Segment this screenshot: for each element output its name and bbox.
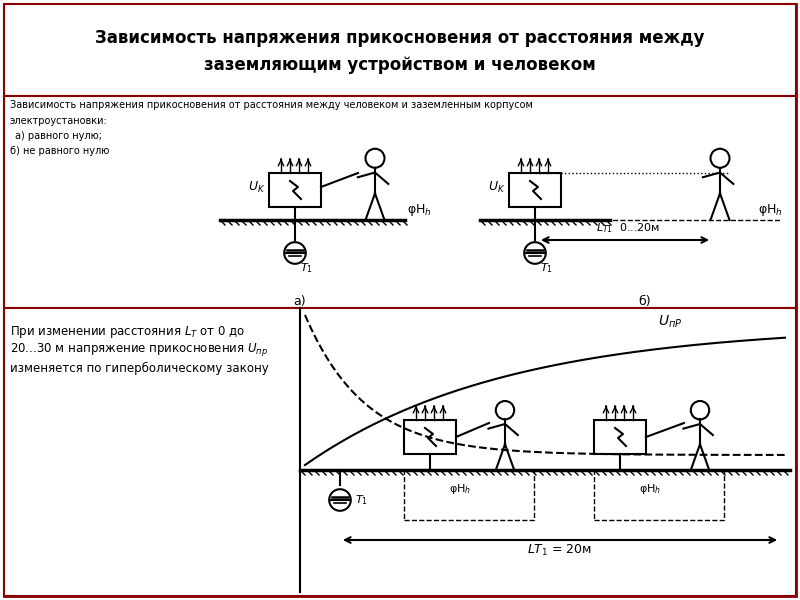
Text: Зависимость напряжения прикосновения от расстояния между: Зависимость напряжения прикосновения от … xyxy=(95,29,705,47)
Bar xyxy=(594,470,724,520)
Text: $U_K$: $U_K$ xyxy=(247,179,265,194)
Bar xyxy=(404,470,534,520)
Text: $U_K$: $U_K$ xyxy=(487,179,505,194)
Text: Зависимость напряжения прикосновения от расстояния между человеком и заземленным: Зависимость напряжения прикосновения от … xyxy=(10,100,533,110)
Bar xyxy=(509,173,561,207)
Text: электроустановки:: электроустановки: xyxy=(10,116,108,126)
Text: φH$_h$: φH$_h$ xyxy=(407,202,432,218)
Text: изменяется по гиперболическому закону: изменяется по гиперболическому закону xyxy=(10,361,269,374)
Bar xyxy=(4,308,796,596)
Text: $T_1$: $T_1$ xyxy=(300,261,313,275)
Text: $U_{пР}$: $U_{пР}$ xyxy=(658,314,682,330)
Text: заземляющим устройством и человеком: заземляющим устройством и человеком xyxy=(204,56,596,74)
Bar xyxy=(4,96,796,308)
Bar xyxy=(269,173,321,207)
Bar xyxy=(4,4,796,96)
Bar xyxy=(404,420,456,454)
Bar xyxy=(594,420,646,454)
Text: б): б) xyxy=(638,295,651,308)
Text: 20...30 м напряжение прикосновения $U_{пр}$: 20...30 м напряжение прикосновения $U_{п… xyxy=(10,341,268,358)
Text: а) равного нулю;: а) равного нулю; xyxy=(15,131,102,141)
Text: При изменении расстояния $L_T$ от 0 до: При изменении расстояния $L_T$ от 0 до xyxy=(10,324,246,340)
Text: $LT_1$ = 20м: $LT_1$ = 20м xyxy=(527,542,593,557)
Text: $L_{T1}$  0...20м: $L_{T1}$ 0...20м xyxy=(595,221,659,235)
Text: φH$_h$: φH$_h$ xyxy=(639,482,661,496)
Text: б) не равного нулю: б) не равного нулю xyxy=(10,146,110,156)
Text: φH$_h$: φH$_h$ xyxy=(449,482,471,496)
Text: $T_1$: $T_1$ xyxy=(540,261,553,275)
Text: а): а) xyxy=(294,295,306,308)
Text: $T_1$: $T_1$ xyxy=(355,493,368,507)
Text: φH$_h$: φH$_h$ xyxy=(758,202,782,218)
